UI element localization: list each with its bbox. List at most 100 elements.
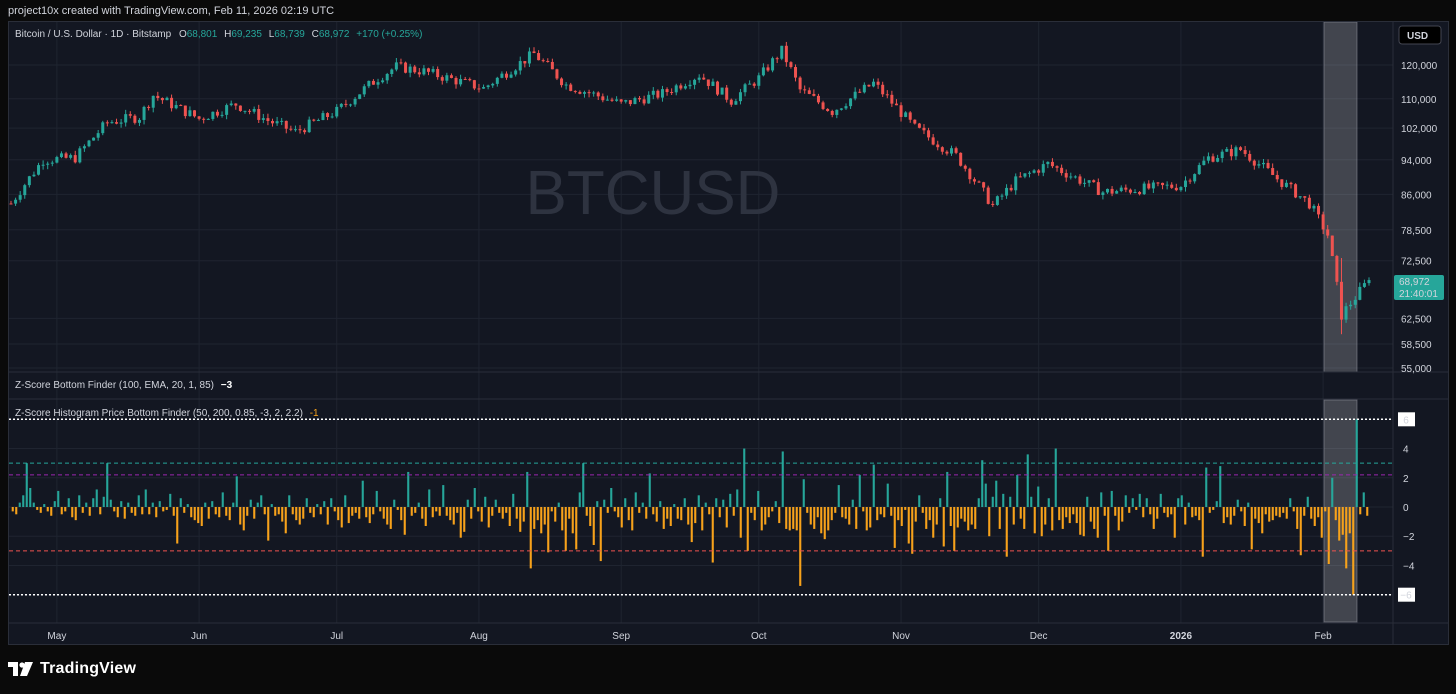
candle-body [408, 66, 412, 73]
histogram-bar [36, 507, 39, 510]
symbol-title: Bitcoin / U.S. Dollar · 1D · Bitstamp [15, 29, 172, 40]
candle-body [674, 85, 678, 93]
candle-body [807, 90, 811, 94]
histogram-bar [1159, 493, 1162, 507]
chart-canvas[interactable]: BTCUSD 120,000 110,000 102,000 94,000 86,000… [9, 22, 1448, 644]
candle-body [1321, 214, 1325, 230]
histogram-bar [1107, 507, 1110, 551]
histogram-bar [459, 507, 462, 538]
candle-body [982, 182, 986, 188]
histogram-bar [340, 507, 343, 528]
histogram-bar [29, 488, 32, 507]
histogram-bar [270, 504, 273, 507]
candle-body [532, 51, 536, 54]
histogram-bar [1250, 507, 1253, 550]
histogram-bar [505, 507, 508, 513]
price-tick-label: 110,000 [1401, 95, 1437, 106]
histogram-bar [99, 507, 102, 515]
histogram-bar [1054, 448, 1057, 507]
candle-body [445, 75, 449, 81]
histogram-bar [158, 501, 161, 507]
candle-body [1243, 150, 1247, 154]
candle-body [1307, 197, 1311, 209]
histogram-bar [323, 501, 326, 507]
histogram-bar [1177, 498, 1180, 507]
candle-body [1147, 183, 1151, 189]
candle-body [665, 89, 669, 93]
chart-frame[interactable]: BTCUSD 120,000 110,000 102,000 94,000 86,000… [8, 21, 1449, 645]
histogram-bar [561, 507, 564, 531]
extreme-level-tag [1398, 412, 1415, 427]
histogram-bar [85, 502, 88, 507]
histogram-bar [1037, 486, 1040, 507]
candle-body [1055, 166, 1059, 168]
histogram-bar [1103, 507, 1106, 516]
candle-body [991, 203, 995, 205]
histogram-bar [970, 507, 973, 525]
candle-body [890, 94, 894, 104]
candle-body [720, 87, 724, 95]
price-axis[interactable]: 120,000 110,000 102,000 94,000 86,000 78,500 7… [1401, 61, 1438, 375]
histogram-bar [904, 507, 907, 510]
histogram-bar [571, 507, 574, 534]
histogram-bar [1327, 507, 1330, 564]
candle-body [206, 118, 210, 120]
histogram-bar [1184, 507, 1187, 525]
histogram-bar [1271, 507, 1274, 521]
histogram-bar [543, 507, 546, 525]
candle-body [1170, 184, 1174, 188]
candle-body [977, 181, 981, 183]
histogram-bar [1303, 507, 1306, 516]
histogram-bar [1012, 507, 1015, 525]
histogram-bar [246, 507, 249, 516]
candle-body [128, 114, 132, 116]
histogram-bar [634, 492, 637, 507]
histogram-bar [200, 507, 203, 526]
histogram-bar [1138, 493, 1141, 507]
candle-body [78, 148, 82, 163]
candle-body [1330, 235, 1334, 257]
histogram-bar [291, 507, 294, 515]
histogram-axis[interactable]: 6 4 2 0 −2 −4 −6 [1398, 412, 1415, 602]
price-tick-label: 120,000 [1401, 61, 1438, 72]
histogram-bar [39, 507, 42, 513]
histogram-bar [676, 507, 679, 519]
candle-body [225, 105, 229, 115]
indicator-legend-2[interactable]: Z-Score Histogram Price Bottom Finder (5… [15, 408, 319, 419]
indicator-legend-1[interactable]: Z-Score Bottom Finder (100, EMA, 20, 1, … [15, 380, 233, 391]
histogram-bar [494, 499, 497, 507]
histogram-bar [176, 507, 179, 544]
candle-body [1078, 176, 1082, 184]
histogram-bar [848, 507, 851, 525]
histogram-bar [393, 499, 396, 507]
candle-body [1261, 162, 1265, 165]
histogram-bar [823, 507, 826, 540]
time-axis[interactable]: May Jun Jul Aug Sep Oct Nov Dec 2026 Feb [47, 631, 1332, 642]
candle-body [725, 87, 729, 100]
histogram-bar [274, 507, 277, 516]
candle-body [1303, 196, 1307, 198]
histogram-bar [1026, 454, 1029, 507]
currency-button[interactable]: USD [1398, 25, 1442, 45]
symbol-legend[interactable]: Bitcoin / U.S. Dollar · 1D · Bitstamp O6… [15, 29, 422, 40]
histogram-series [11, 419, 1369, 595]
currency-button-label[interactable]: USD [1407, 31, 1428, 42]
candle-body [14, 199, 18, 204]
histogram-bar [333, 507, 336, 512]
candle-body [1349, 304, 1353, 307]
candle-body [963, 165, 967, 169]
histogram-bar [911, 507, 914, 554]
histogram-bar [53, 501, 56, 507]
footer-branding[interactable]: TradingView [8, 660, 136, 678]
histogram-bar [788, 507, 791, 531]
candle-body [160, 97, 164, 101]
histogram-bar [414, 507, 417, 513]
candle-body [289, 128, 293, 130]
hist-tick-label: −6 [1400, 591, 1412, 602]
candle-body [1335, 256, 1339, 282]
candle-body [1266, 162, 1270, 169]
candle-body [252, 109, 256, 112]
histogram-bar [1317, 507, 1320, 518]
histogram-bar [491, 507, 494, 516]
candle-body [697, 77, 701, 80]
